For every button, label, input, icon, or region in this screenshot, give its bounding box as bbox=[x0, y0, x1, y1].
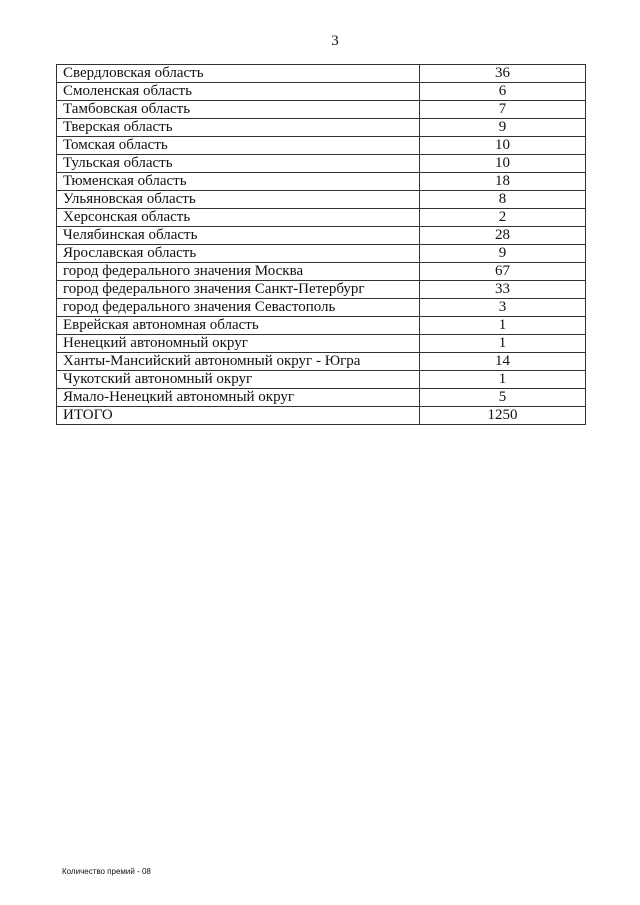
award-count: 14 bbox=[419, 352, 586, 371]
table-row: Херсонская область 2 bbox=[56, 208, 586, 227]
award-count: 33 bbox=[419, 280, 586, 299]
award-count: 7 bbox=[419, 100, 586, 119]
award-count: 6 bbox=[419, 82, 586, 101]
table-row: Еврейская автономная область 1 bbox=[56, 316, 586, 335]
table-row: Ямало-Ненецкий автономный округ 5 bbox=[56, 388, 586, 407]
award-count: 36 bbox=[419, 64, 586, 83]
region-name: Ульяновская область bbox=[56, 190, 420, 209]
award-count: 8 bbox=[419, 190, 586, 209]
region-name: Тульская область bbox=[56, 154, 420, 173]
region-name: город федерального значения Севастополь bbox=[56, 298, 420, 317]
region-name: ИТОГО bbox=[56, 406, 420, 425]
footer-note: Количество премий - 08 bbox=[62, 867, 151, 876]
region-name: Тамбовская область bbox=[56, 100, 420, 119]
award-count: 5 bbox=[419, 388, 586, 407]
award-count: 1 bbox=[419, 334, 586, 353]
region-name: Еврейская автономная область bbox=[56, 316, 420, 335]
award-count: 1 bbox=[419, 370, 586, 389]
region-name: Ненецкий автономный округ bbox=[56, 334, 420, 353]
region-name: Тверская область bbox=[56, 118, 420, 137]
award-count: 28 bbox=[419, 226, 586, 245]
region-name: Херсонская область bbox=[56, 208, 420, 227]
region-name: Тюменская область bbox=[56, 172, 420, 191]
region-name: Ярославская область bbox=[56, 244, 420, 263]
table-row: Чукотский автономный округ 1 bbox=[56, 370, 586, 389]
table-row: Тверская область 9 bbox=[56, 118, 586, 137]
table-row: Томская область 10 bbox=[56, 136, 586, 155]
award-count: 3 bbox=[419, 298, 586, 317]
table-row: Смоленская область 6 bbox=[56, 82, 586, 101]
table-row: Тамбовская область 7 bbox=[56, 100, 586, 119]
region-name: город федерального значения Москва bbox=[56, 262, 420, 281]
table-row: Тульская область 10 bbox=[56, 154, 586, 173]
table-row: город федерального значения Севастополь 3 bbox=[56, 298, 586, 317]
region-name: Чукотский автономный округ bbox=[56, 370, 420, 389]
table-row: Ульяновская область 8 bbox=[56, 190, 586, 209]
table-row: Тюменская область 18 bbox=[56, 172, 586, 191]
award-count: 9 bbox=[419, 118, 586, 137]
award-count: 67 bbox=[419, 262, 586, 281]
award-count: 1250 bbox=[419, 406, 586, 425]
award-count: 1 bbox=[419, 316, 586, 335]
table-row: Челябинская область 28 bbox=[56, 226, 586, 245]
region-name: город федерального значения Санкт-Петерб… bbox=[56, 280, 420, 299]
page-number: 3 bbox=[331, 33, 339, 49]
region-name: Смоленская область bbox=[56, 82, 420, 101]
award-count: 9 bbox=[419, 244, 586, 263]
table-row: Ненецкий автономный округ 1 bbox=[56, 334, 586, 353]
award-count: 10 bbox=[419, 136, 586, 155]
table-row: ИТОГО 1250 bbox=[56, 406, 586, 425]
table-row: город федерального значения Санкт-Петерб… bbox=[56, 280, 586, 299]
region-name: Ямало-Ненецкий автономный округ bbox=[56, 388, 420, 407]
award-count: 10 bbox=[419, 154, 586, 173]
region-name: Челябинская область bbox=[56, 226, 420, 245]
table-row: Свердловская область 36 bbox=[56, 64, 586, 83]
region-name: Томская область bbox=[56, 136, 420, 155]
table-row: Ярославская область 9 bbox=[56, 244, 586, 263]
region-name: Ханты-Мансийский автономный округ - Югра bbox=[56, 352, 420, 371]
table-row: город федерального значения Москва 67 bbox=[56, 262, 586, 281]
award-count: 2 bbox=[419, 208, 586, 227]
region-name: Свердловская область bbox=[56, 64, 420, 83]
awards-table: Свердловская область 36 Смоленская область… bbox=[56, 64, 586, 425]
award-count: 18 bbox=[419, 172, 586, 191]
table-row: Ханты-Мансийский автономный округ - Югра… bbox=[56, 352, 586, 371]
